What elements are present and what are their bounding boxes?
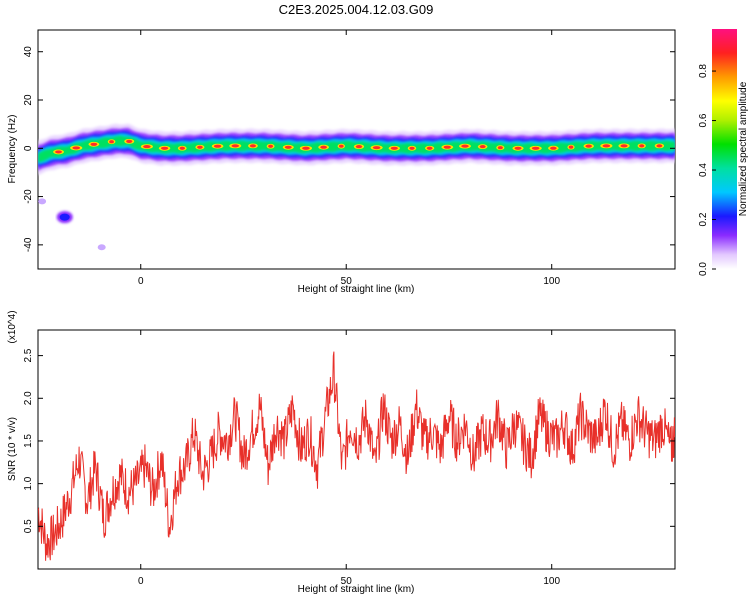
spectrogram-ytick-label: -40 <box>23 237 34 252</box>
spectrogram-peak <box>409 146 415 150</box>
spectrogram-peak <box>639 144 645 148</box>
spectrogram-heat-layer <box>38 123 675 251</box>
spectrogram-blob <box>38 198 47 205</box>
snr-panel: 0 50 100 0.5 1.0 1.5 2.0 2.5 Height of straight… <box>7 310 676 595</box>
colorbar-tick-label: 0.8 <box>698 64 709 78</box>
spectrogram-peak <box>179 146 185 150</box>
spectrogram-ytick-label: 40 <box>23 46 34 58</box>
spectrogram-xtick-label: 50 <box>341 276 353 287</box>
snr-xlabel: Height of straight line (km) <box>298 584 415 595</box>
spectrogram-axes: 0 50 100 -40 -20 0 20 40 <box>23 30 675 287</box>
snr-ytick-label: 2.0 <box>23 391 34 405</box>
spectrogram-panel: 0 50 100 -40 -20 0 20 40 Height of straight lin… <box>7 29 676 295</box>
spectrogram-peak <box>160 146 169 150</box>
spectrogram-xtick-label: 0 <box>138 276 144 287</box>
spectrogram-peak <box>656 144 663 148</box>
colorbar-tick-label: 0.4 <box>698 163 709 177</box>
spectrogram-peak <box>126 139 133 143</box>
snr-xtick-label: 100 <box>543 576 560 587</box>
snr-xtick-label: 0 <box>138 576 144 587</box>
spectrogram-band-layer <box>38 135 675 163</box>
spectrogram-peak <box>461 144 469 148</box>
spectrogram-peak <box>90 142 98 146</box>
colorbar-tick-label: 0.6 <box>698 113 709 127</box>
spectrogram-peak <box>320 145 327 149</box>
snr-ylabel: SNR (10 * v/v) <box>7 417 18 481</box>
spectrogram-peak <box>497 146 503 150</box>
snr-ytick-label: 1.5 <box>23 434 34 448</box>
spectrogram-peak <box>372 146 381 150</box>
spectrogram-peak <box>109 140 114 144</box>
spectrogram-xtick-label: 100 <box>543 276 560 287</box>
spectrogram-ytick-label: -20 <box>23 189 34 204</box>
spectrogram-peak <box>355 145 363 149</box>
spectrogram-peak <box>231 144 240 148</box>
spectrogram-blob-core <box>59 213 70 221</box>
spectrogram-peak <box>568 145 574 149</box>
spectrogram-peak <box>585 144 592 148</box>
spectrogram-ytick-label: 20 <box>23 94 34 106</box>
spectrogram-peak <box>620 144 628 148</box>
snr-axes: 0 50 100 0.5 1.0 1.5 2.0 2.5 <box>23 330 675 587</box>
spectrogram-ylabel: Frequency (Hz) <box>7 115 18 184</box>
spectrogram-peak <box>514 146 522 150</box>
snr-xtick-label: 50 <box>341 576 353 587</box>
spectrogram-peak <box>443 145 451 149</box>
spectrogram-peak <box>55 150 62 154</box>
spectrogram-peak <box>602 144 611 148</box>
spectrogram-ytick-label: 0 <box>23 145 34 151</box>
snr-ytick-label: 2.5 <box>23 348 34 362</box>
snr-ytick-label: 0.5 <box>23 519 34 533</box>
spectrogram-peak <box>249 144 256 148</box>
colorbar-tick-label: 0.2 <box>698 212 709 226</box>
spectrogram-peak <box>426 146 433 150</box>
spectrogram-peak <box>390 146 398 150</box>
colorbar: 0.0 0.2 0.4 0.6 0.8 Normalized spectral ampl… <box>698 29 749 276</box>
spectrogram-blob <box>97 244 106 251</box>
spectrogram-peak <box>284 145 292 149</box>
spectrogram-peak <box>338 144 344 148</box>
spectrogram-peak <box>550 146 557 150</box>
spectrogram-xlabel: Height of straight line (km) <box>298 284 415 295</box>
spectrogram-peak <box>531 146 540 150</box>
snr-y-multiplier: (x10^4) <box>7 310 18 343</box>
spectrogram-peak <box>72 146 81 150</box>
snr-series-line <box>38 351 675 561</box>
spectrogram-peak <box>268 144 274 148</box>
colorbar-label: Normalized spectral amplitude <box>738 81 749 216</box>
spectrogram-peak <box>479 145 486 149</box>
spectrogram-peak <box>213 144 222 148</box>
figure-title: C2E3.2025.004.12.03.G09 <box>279 2 434 17</box>
colorbar-ticks: 0.0 0.2 0.4 0.6 0.8 <box>698 64 716 276</box>
spectrogram-peak <box>197 145 203 149</box>
spectrogram-peak <box>302 146 310 150</box>
spectrogram-peak <box>143 145 151 149</box>
colorbar-tick-label: 0.0 <box>698 262 709 276</box>
snr-ytick-label: 1.0 <box>23 476 34 490</box>
colorbar-scale <box>712 29 737 269</box>
